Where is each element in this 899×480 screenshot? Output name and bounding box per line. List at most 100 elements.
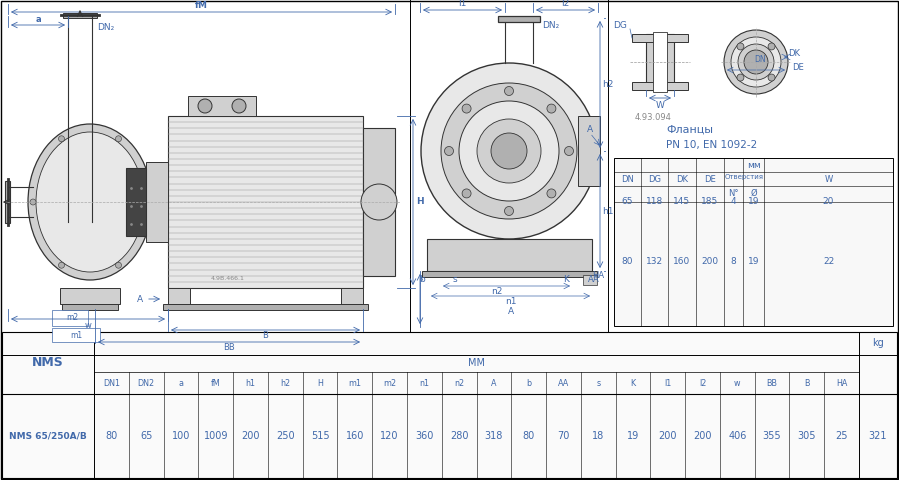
Text: l2: l2 [699,379,707,387]
Text: h2: h2 [602,80,614,89]
Bar [168,288,190,304]
Circle shape [361,184,397,220]
Circle shape [198,99,212,113]
Text: a: a [35,15,40,24]
Text: AA: AA [557,379,569,387]
Text: 80: 80 [105,431,118,441]
Text: DE: DE [792,62,804,72]
Text: 1009: 1009 [203,431,228,441]
Text: h1: h1 [602,206,614,216]
Text: H: H [416,197,423,206]
Text: AA: AA [588,275,600,284]
Circle shape [444,146,453,156]
Text: m2: m2 [383,379,396,387]
Bar [168,116,363,288]
Text: 200: 200 [241,431,260,441]
Circle shape [547,189,556,198]
Bar [632,34,688,42]
Text: NMS: NMS [32,357,64,370]
Circle shape [768,74,775,81]
Text: n1: n1 [504,298,516,307]
Text: 305: 305 [797,431,816,441]
Bar [2,332,897,478]
Text: BB: BB [223,344,235,352]
Bar [614,158,893,326]
Text: 145: 145 [673,196,690,205]
Text: n2: n2 [454,379,464,387]
Bar [578,116,600,186]
Circle shape [232,99,246,113]
Text: A: A [507,308,513,316]
Text: h1: h1 [245,379,255,387]
Bar [52,310,88,326]
Bar [163,304,368,310]
Circle shape [504,206,513,216]
Bar [341,288,363,304]
Circle shape [58,262,65,268]
Bar [62,304,118,310]
Polygon shape [144,167,146,237]
Text: m1: m1 [348,379,361,387]
Text: 22: 22 [823,257,834,266]
Text: m1: m1 [70,331,82,339]
Text: b: b [419,275,425,284]
Ellipse shape [28,124,152,280]
Text: K: K [563,275,569,284]
Circle shape [115,262,121,268]
Text: DN: DN [754,55,766,63]
Text: W: W [655,100,664,109]
Circle shape [744,50,768,74]
Text: 65: 65 [622,196,633,205]
Circle shape [491,133,527,169]
Circle shape [462,104,471,113]
Text: NMS 65/250A/B: NMS 65/250A/B [9,432,87,441]
Text: l1: l1 [664,379,672,387]
Circle shape [421,63,597,239]
Bar [583,275,597,285]
Bar [60,288,120,304]
Text: a: a [178,379,183,387]
Bar [653,32,667,92]
Text: 25: 25 [835,431,848,441]
Text: A: A [491,379,496,387]
Circle shape [768,43,775,50]
Text: DK: DK [676,175,688,183]
Text: W: W [824,175,832,183]
Text: 406: 406 [728,431,746,441]
Bar [363,128,395,276]
Text: DN: DN [621,175,634,183]
Text: n2: n2 [491,288,503,297]
Text: A: A [587,124,593,133]
Text: w: w [734,379,741,387]
Text: fM: fM [195,1,208,11]
Bar [146,162,168,242]
Text: ММ: ММ [468,359,485,369]
Text: 20: 20 [823,196,834,205]
Text: 280: 280 [450,431,468,441]
Text: 250: 250 [276,431,295,441]
Text: 4.9B.466.1: 4.9B.466.1 [211,276,245,280]
Text: DN₂: DN₂ [97,24,115,33]
Text: 321: 321 [868,431,887,441]
Text: HA: HA [592,272,604,280]
Circle shape [565,146,574,156]
Text: w: w [85,321,92,329]
Text: N°: N° [728,189,739,197]
Text: DN1: DN1 [102,379,120,387]
Text: DG: DG [613,22,627,31]
Text: 8: 8 [731,257,736,266]
Circle shape [115,136,121,142]
Text: Фланцы: Фланцы [666,125,713,135]
Text: l2: l2 [561,0,570,9]
Text: 200: 200 [693,431,712,441]
Text: b: b [526,379,531,387]
Text: l1: l1 [458,0,467,9]
Text: 120: 120 [380,431,399,441]
Text: 355: 355 [762,431,781,441]
Circle shape [737,74,744,81]
Text: 160: 160 [345,431,364,441]
Text: n1: n1 [419,379,430,387]
Text: kg: kg [872,338,884,348]
Circle shape [504,86,513,96]
Text: 19: 19 [627,431,639,441]
